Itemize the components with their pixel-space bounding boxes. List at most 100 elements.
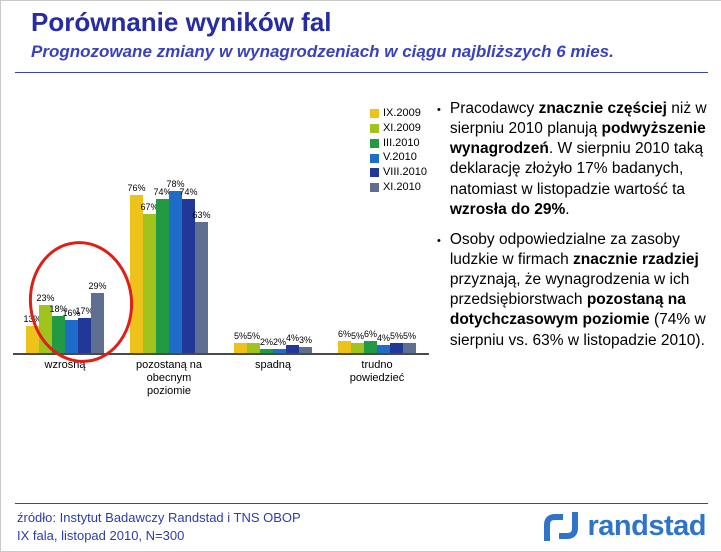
bullet-segment: znacznie częściej [538,100,667,117]
bar-column: 76% [128,183,146,353]
bar-value-label: 6% [364,328,378,339]
source-line-2: IX fala, listopad 2010, N=300 [17,527,185,543]
bar [390,342,403,353]
bar [286,344,299,353]
legend-label: XI.2009 [382,121,421,134]
bar [247,342,260,353]
source-line-1: źródło: Instytut Badawczy Randstad i TNS… [17,510,301,525]
bar [260,348,273,353]
bar-column: 5% [247,331,260,353]
bullet-marker-icon: • [437,104,441,116]
legend-item: III.2010 [369,136,427,151]
category-label: wzrosną [44,359,86,371]
source-note: źródło: Instytut Badawczy Randstad i TNS… [17,509,301,544]
bar [351,342,364,353]
bar-value-label: 23% [36,293,55,304]
legend-item: V.2010 [369,151,427,165]
bullet-segment: . W sierpniu 2010 taką deklarację złożył… [449,140,704,198]
plot-area: 13% 23% 18% 16% 17% 29% 76% 67% 74% 78% 74% 63% 5% 5%… [13,138,429,355]
bar-value-label: 18% [49,303,68,314]
bullet-text: Pracodawcy znacznie częściej niż w sierp… [450,99,715,220]
bar-column: 5% [351,330,365,353]
legend-swatch [369,109,379,119]
bar-value-label: 29% [88,280,107,291]
randstad-wordmark: randstad [587,510,707,542]
bar-value-label: 2% [260,336,274,347]
bar-value-label: 67% [140,201,159,212]
bar-column: 2% [260,336,274,353]
bullet-segment: (74% w sierpniu vs. 63% w listopadzie 20… [449,311,706,349]
bar-column: 3% [299,334,313,353]
bar-column: 6% [364,328,378,353]
bar-value-label: 3% [299,334,313,345]
bar [130,194,143,353]
legend-item: XI.2009 [369,121,427,136]
bar [338,340,351,353]
bullet-segment: Osoby odpowiedzialne za zasoby ludzkie w… [449,230,680,268]
bullet-marker-icon: • [437,234,441,247]
bar-column: 6% [338,328,352,353]
randstad-symbol-icon [543,512,578,541]
legend-item: VIII.2010 [369,166,427,180]
bar-value-label: 2% [273,336,287,347]
legend-label: XI.2010 [382,180,421,193]
legend-label: III.2010 [382,136,420,149]
bar-value-label: 6% [338,328,352,339]
legend-item: IX.2009 [369,107,427,121]
bar [364,340,377,353]
bar-column: 17% [76,306,94,353]
bar-column: 29% [88,280,107,353]
category-label: spadną [254,359,292,371]
footer-divider [15,503,708,504]
bar-chart: IX.2009 XI.2009 III.2010 V.2010 VIII.2010 XI.… [9,93,433,411]
bar-column: 74% [179,187,198,353]
legend-label: VIII.2010 [382,166,427,178]
bar-column: 13% [23,313,42,353]
bullet-segment: przyznają, że wynagrodzenia w ich przeds… [449,271,690,309]
bar-value-label: 63% [192,209,211,220]
bar-value-label: 4% [286,332,300,343]
chart-legend: IX.2009 XI.2009 III.2010 V.2010 VIII.2010 XI.… [369,107,427,196]
bullet-text: Osoby odpowiedzialne za zasoby ludzkie w… [450,230,715,351]
bar [39,305,52,353]
bar [91,292,104,353]
bar [195,221,208,353]
bar-value-label: 78% [166,178,185,189]
legend-swatch [369,183,379,193]
bar-value-label: 5% [390,330,404,341]
bar-column: 67% [140,201,159,353]
bullet-segment: niż w sierpniu 2010 planują [449,100,707,138]
bar-column: 4% [286,332,300,353]
bar [65,319,78,353]
page-subtitle: Prognozowane zmiany w wynagrodzeniach w … [31,42,614,61]
bar [273,348,286,353]
bar [299,346,312,353]
category-label: trudno powiedzieć [349,359,405,384]
bar-column: 5% [234,330,248,353]
bar-column: 63% [192,209,211,353]
bar-value-label: 13% [23,313,42,324]
bar-column: 2% [273,336,287,353]
bar-column: 78% [166,178,185,353]
bar [78,317,91,353]
bar-value-label: 74% [179,187,198,198]
bar-value-label: 4% [377,332,391,343]
bar-value-label: 5% [351,330,365,341]
bar-column: 5% [390,330,404,353]
legend-swatch [369,124,379,134]
bar [234,342,247,353]
bar-group: 13% 23% 18% 16% 17% 29% [13,138,117,353]
bullet-segment: podwyższenie wynagrodzeń [449,120,706,158]
bar-column: 74% [154,188,172,353]
bar [169,190,182,353]
bar-column: 23% [36,293,55,353]
bar [403,342,416,353]
legend-label: IX.2009 [382,107,421,119]
bar-value-label: 5% [234,330,248,341]
bar-column: 4% [377,332,391,353]
bar-column: 18% [49,303,68,353]
bar [156,199,169,353]
bar [377,344,390,353]
bar [182,199,195,353]
